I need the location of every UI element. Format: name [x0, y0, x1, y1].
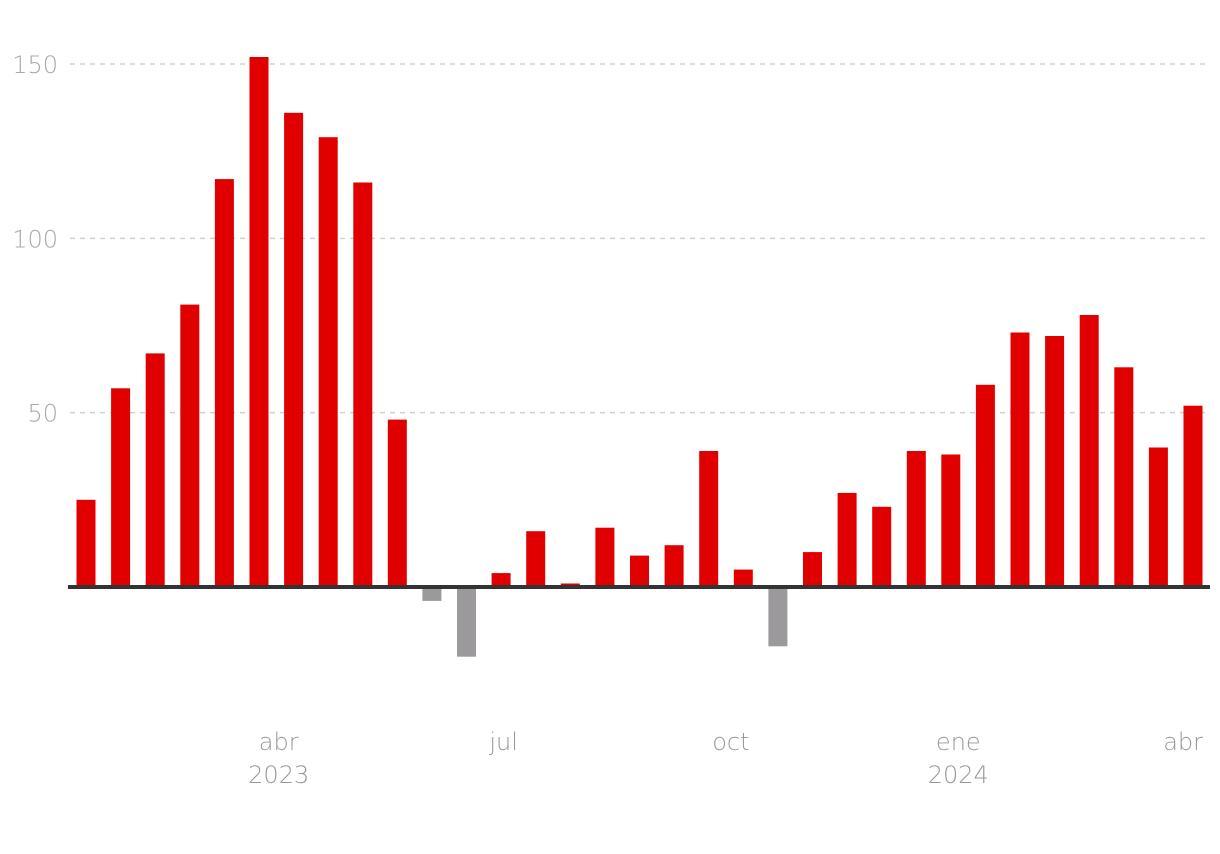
bar-positive: [630, 555, 649, 587]
bar-positive: [387, 419, 407, 587]
bar-positive: [1114, 367, 1134, 587]
bar-positive: [284, 112, 304, 588]
x-tick-year-label: 2024: [928, 761, 989, 789]
y-tick-label: 50: [27, 400, 58, 428]
bar-positive: [1045, 336, 1065, 587]
y-tick-label: 150: [12, 51, 58, 79]
bar-positive: [249, 57, 269, 587]
bar-negative: [457, 587, 476, 657]
x-tick-month-label: jul: [488, 728, 518, 756]
x-tick-year-label: 2023: [248, 761, 309, 789]
bar-positive: [872, 506, 892, 587]
bar-positive: [353, 182, 373, 587]
bar-positive: [803, 552, 822, 587]
x-tick-month-label: ene: [936, 728, 981, 756]
bar-positive: [733, 569, 753, 587]
y-tick-label: 100: [12, 225, 58, 253]
bar-positive: [111, 388, 131, 587]
bar-negative: [768, 587, 788, 647]
bar-positive: [145, 353, 165, 587]
bar-positive: [1183, 405, 1203, 587]
bar-positive: [837, 492, 857, 587]
bar-positive: [906, 451, 926, 587]
bar-positive: [491, 573, 511, 587]
bar-positive: [1079, 315, 1099, 587]
bar-negative: [422, 587, 442, 601]
bar-positive: [318, 137, 338, 587]
x-tick-month-label: abr: [1163, 728, 1203, 756]
bar-positive: [1010, 332, 1030, 587]
bars: [76, 57, 1203, 657]
x-tick-month-label: abr: [259, 728, 299, 756]
bar-positive: [664, 545, 684, 587]
gridlines: [70, 63, 1205, 414]
x-tick-month-label: oct: [712, 728, 749, 756]
bar-positive: [76, 499, 96, 587]
bar-positive: [975, 384, 995, 587]
bar-positive: [941, 454, 961, 587]
bar-positive: [1148, 447, 1168, 587]
bar-positive: [526, 531, 546, 587]
bar-positive: [214, 179, 234, 587]
bar-positive: [595, 527, 615, 587]
x-axis-ticks: abr 2023 jul oct ene 2024 abr: [248, 728, 1203, 789]
bar-positive: [699, 451, 719, 587]
bar-positive: [180, 304, 200, 587]
y-axis-ticks: 50 100 150: [12, 51, 58, 428]
